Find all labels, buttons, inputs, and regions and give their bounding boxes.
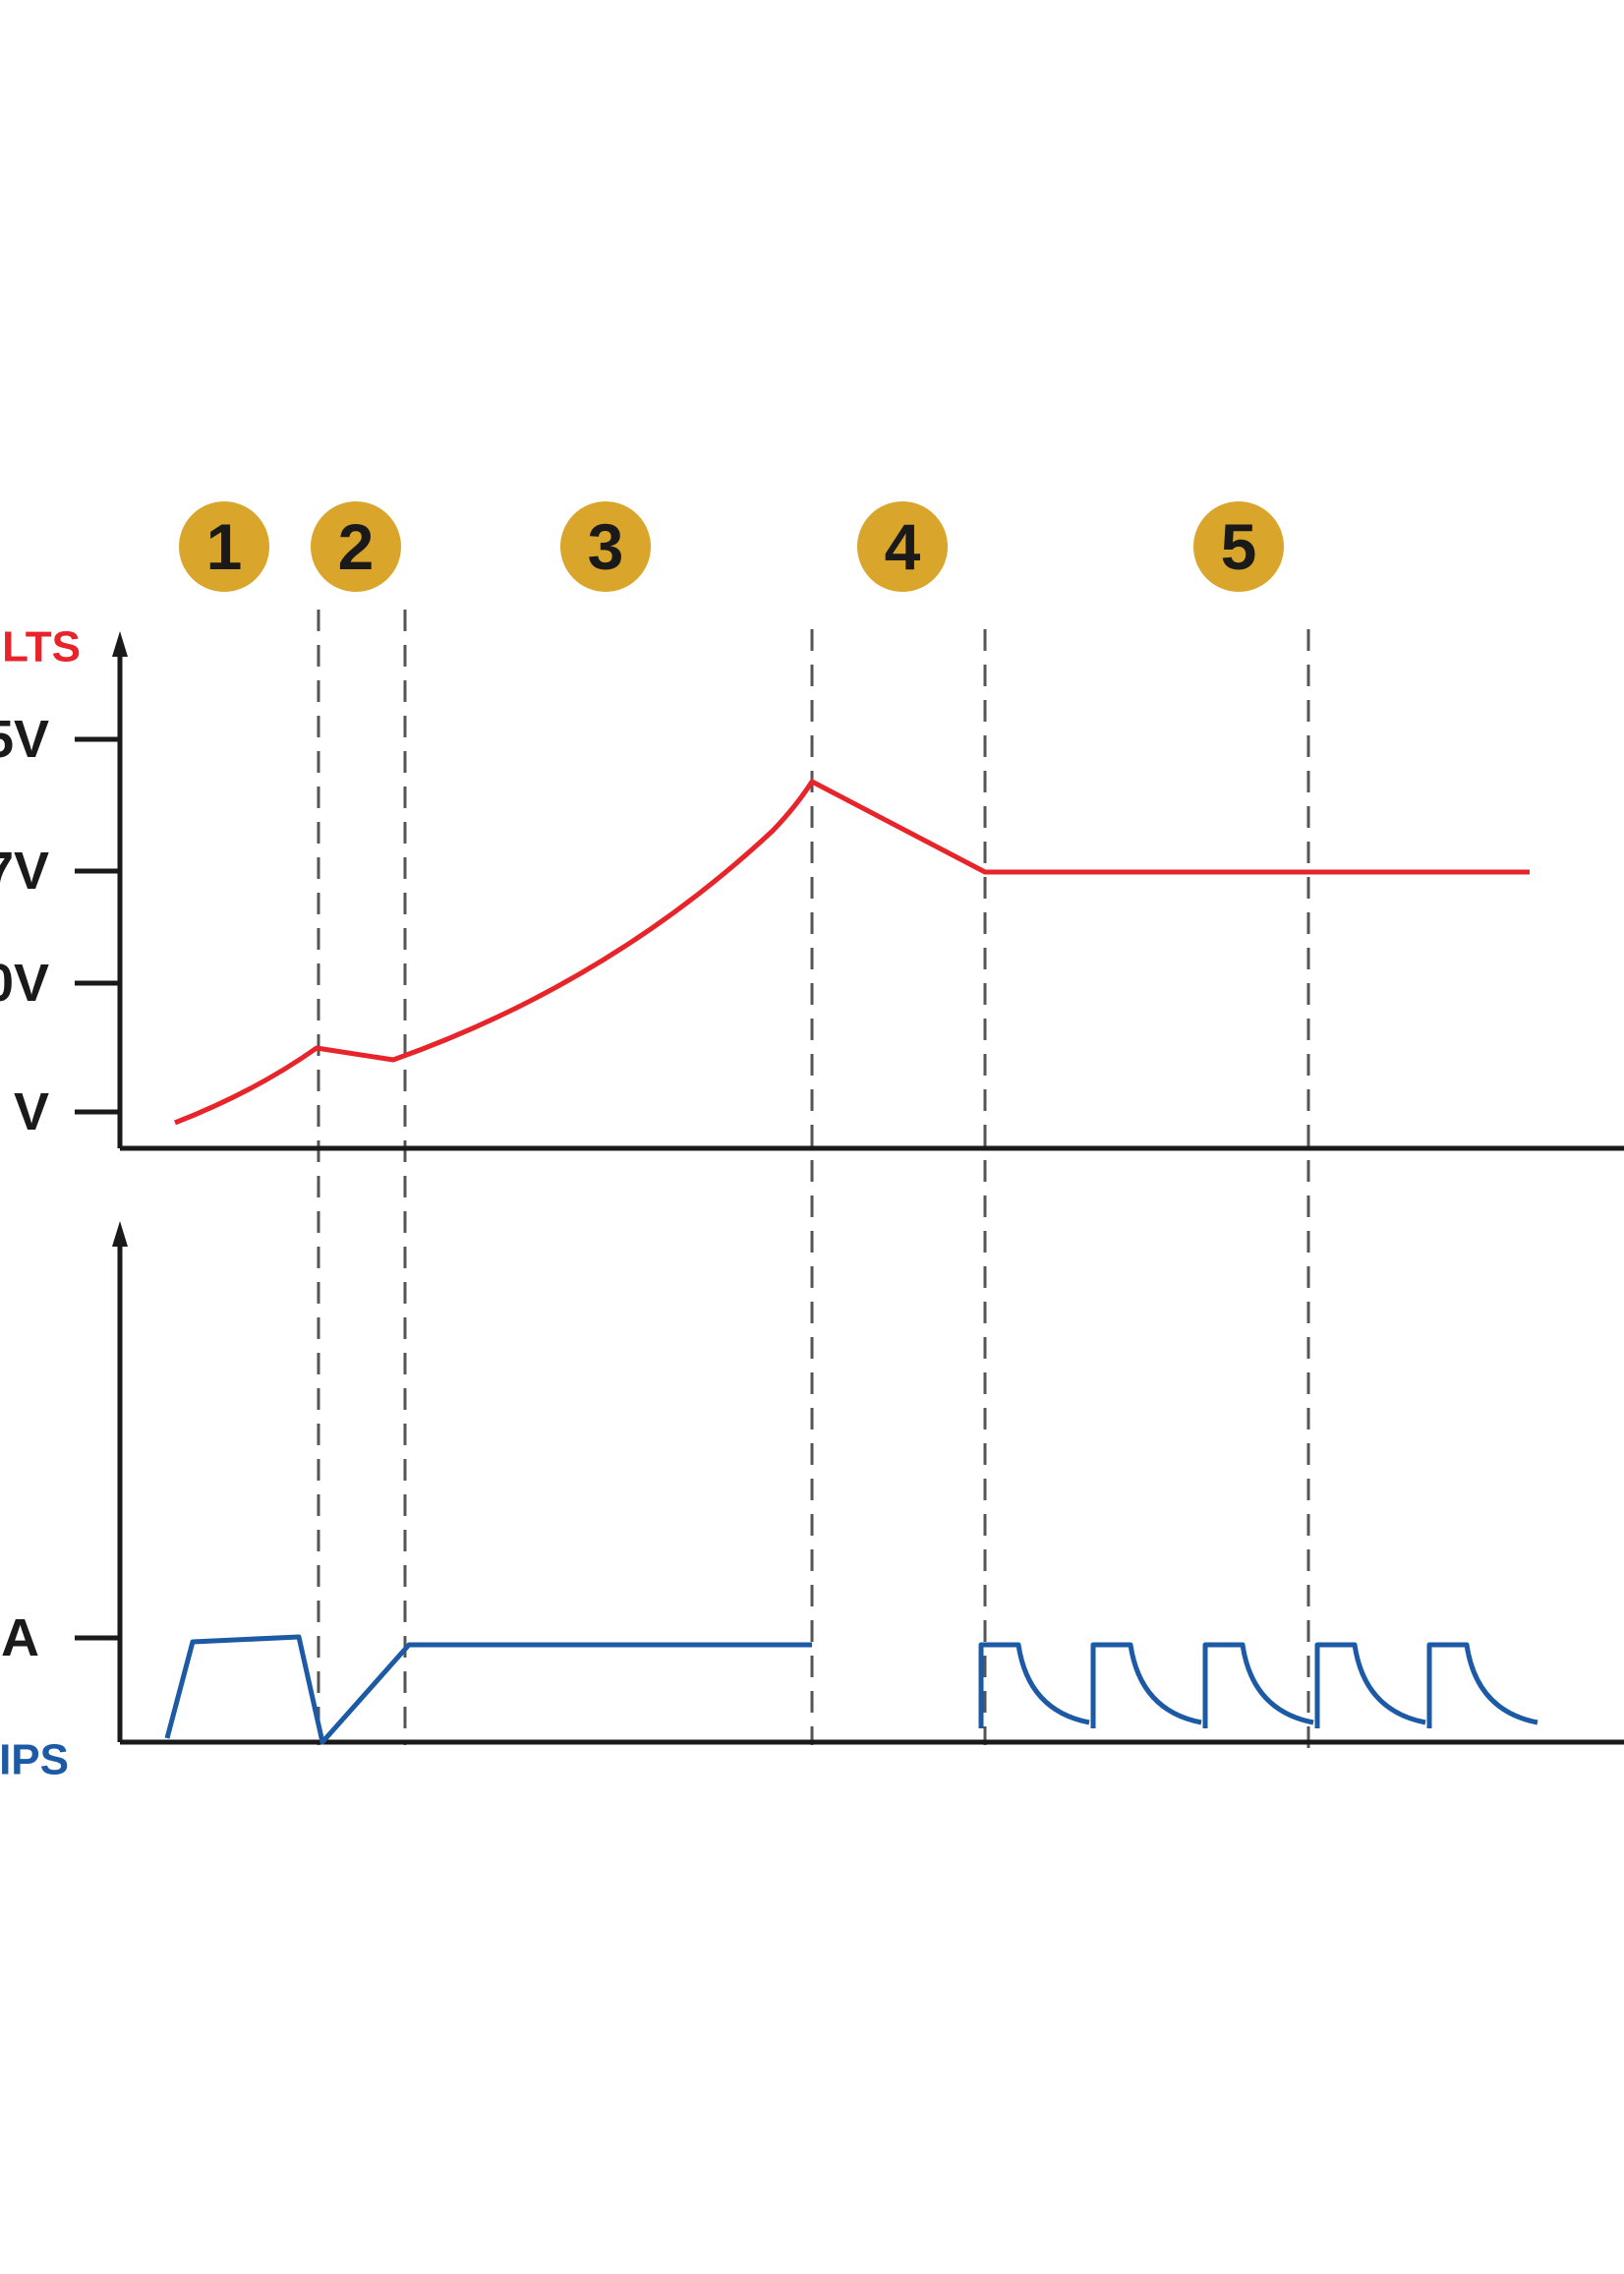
current-pulse	[1426, 1642, 1538, 1728]
current-tick-label: A	[1, 1608, 39, 1667]
voltage-axis-arrow	[112, 631, 128, 657]
stage-marker-circle	[1193, 501, 1284, 592]
current-panel: A IPS	[0, 1221, 1624, 1784]
stage-marker-2: 2	[311, 501, 401, 592]
current-pulse	[1202, 1642, 1314, 1728]
stage-markers: 1 2 3 4 5	[179, 501, 1284, 592]
stage-marker-label: 3	[588, 510, 624, 583]
current-axis-arrow	[112, 1221, 128, 1247]
voltage-tick-label: 5V	[0, 710, 49, 769]
current-series-line	[164, 1634, 812, 1745]
stage-marker-1: 1	[179, 501, 269, 592]
stage-marker-circle	[179, 501, 269, 592]
voltage-tick-label: 0V	[0, 954, 49, 1013]
stage-marker-label: 2	[338, 510, 375, 583]
voltage-tick-label: 7V	[0, 842, 49, 901]
stage-marker-circle	[311, 501, 401, 592]
stage-marker-circle	[857, 501, 948, 592]
current-pulse	[1314, 1642, 1426, 1728]
stage-marker-5: 5	[1193, 501, 1284, 592]
voltage-series-line	[174, 779, 1530, 1126]
stage-marker-circle	[560, 501, 651, 592]
voltage-axis-label: LTS	[2, 623, 81, 671]
stage-marker-label: 1	[206, 510, 243, 583]
current-axis-label: IPS	[0, 1736, 69, 1784]
voltage-panel: LTS 5V 7V 0V V	[0, 623, 1624, 1151]
current-pulse	[978, 1642, 1090, 1728]
current-pulse	[1090, 1642, 1202, 1728]
stage-marker-4: 4	[857, 501, 948, 592]
voltage-tick-label: V	[14, 1082, 49, 1141]
stage-marker-3: 3	[560, 501, 651, 592]
stage-dividers	[317, 610, 1310, 1752]
stage-marker-label: 4	[885, 510, 921, 583]
stage-marker-label: 5	[1221, 510, 1257, 583]
